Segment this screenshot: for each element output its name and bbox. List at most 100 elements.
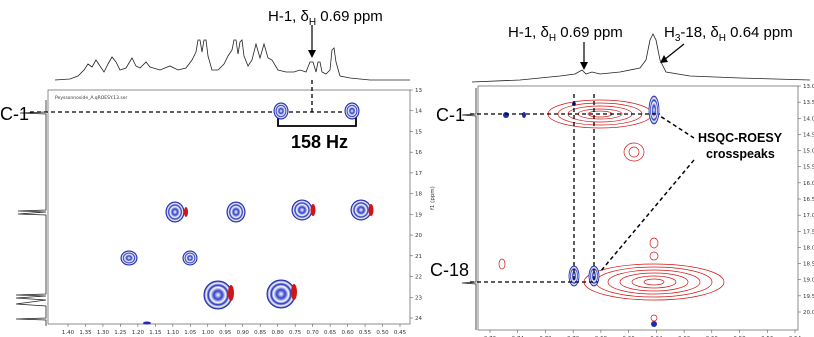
left-peak-label: H-1, δH 0.69 ppm	[268, 8, 383, 28]
left-x-tick-label: 0.70	[307, 330, 320, 336]
right-y-tick-label: 18.0	[803, 245, 814, 251]
right-y-tick-label: 13.0	[803, 84, 814, 90]
left-x-ticks: 1.40 1.35 1.30 1.25 1.20 1.15 1.10 1.05 1.00 0.95…	[62, 324, 407, 336]
right-red-contours	[498, 99, 725, 322]
left-row-label-c1: C-1	[0, 104, 29, 124]
left-f1-label: f1 (ppm)	[430, 186, 436, 210]
red-contour-c18-6	[643, 278, 665, 286]
left-peak-r2b	[182, 250, 198, 266]
left-peak-r3a-neg	[228, 285, 234, 301]
blue-peak-small-3	[651, 321, 657, 327]
left-y-tick-label: 19	[415, 212, 422, 218]
left-side-spectrum	[15, 100, 47, 326]
left-file-name: Peyssonnoside_A.qROESY.13.ser	[55, 95, 128, 101]
left-x-tick-label: 0.75	[289, 330, 302, 336]
red-contour-c18-3	[607, 269, 701, 295]
left-x-tick-label: 1.25	[114, 330, 127, 336]
right-panel: 0.760.740.720.700.680.660.640.620.600.58…	[430, 24, 814, 337]
right-peak-label-2: H3-18, δH 0.64 ppm	[664, 24, 793, 44]
left-crosspeaks	[120, 102, 374, 325]
left-x-tick-label: 0.80	[272, 330, 285, 336]
left-y-tick-label: 18	[415, 192, 422, 198]
right-top-spectrum	[471, 33, 811, 83]
left-x-tick-label: 1.30	[97, 330, 110, 336]
left-peak-small	[143, 321, 151, 325]
left-y-tick-label: 21	[415, 254, 422, 260]
right-y-tick-label: 17.5	[803, 229, 814, 235]
red-contour-small-2	[649, 251, 659, 261]
red-contour-small-4	[650, 314, 658, 322]
right-peak-arrowhead-2	[660, 55, 668, 63]
red-contour-c18-1	[583, 263, 725, 301]
left-peak-r2a	[120, 250, 138, 266]
left-y-tick-label: 13	[415, 88, 422, 94]
red-contour-mid-2	[628, 146, 640, 158]
annotation-pointer-2	[599, 159, 695, 273]
right-y-tick-label: 19.0	[803, 278, 814, 284]
left-y-tick-label: 15	[415, 129, 422, 135]
left-peak-r1c-neg	[310, 204, 316, 216]
blue-peak-c1-main	[648, 95, 660, 125]
right-y-tick-label: 19.5	[803, 294, 814, 300]
right-y-ticks: 13.0 13.5 14.0 14.5 15.0 15.5 16.0 16.5 17.0 17.5…	[798, 84, 814, 316]
left-peak-c1-b	[344, 102, 360, 120]
left-peak-r3b	[266, 279, 296, 309]
left-x-tick-label: 1.05	[184, 330, 197, 336]
left-y-ticks: 13 14 15 16 17 18 19 20 21 22 23 24	[410, 88, 422, 322]
coupling-bracket	[277, 117, 357, 127]
left-y-tick-label: 17	[415, 171, 422, 177]
annotation-pointer-1	[659, 115, 695, 139]
left-peak-r1d	[350, 199, 372, 221]
left-peak-arrowhead	[308, 50, 316, 58]
left-y-tick-label: 24	[415, 316, 422, 322]
left-x-tick-label: 0.55	[359, 330, 372, 336]
red-contour-small-3	[498, 258, 506, 270]
right-y-tick-label: 15.0	[803, 149, 814, 155]
red-contour-c18-4	[619, 272, 689, 292]
left-peak-r1b	[226, 201, 246, 223]
left-peak-r1a-neg	[184, 207, 188, 217]
right-row-label-c18: C-18	[430, 260, 469, 280]
left-panel: 1.40 1.35 1.30 1.25 1.20 1.15 1.10 1.05 1.00 0.95…	[0, 8, 436, 336]
red-contour-c18-5	[631, 275, 677, 289]
left-x-tick-label: 0.85	[254, 330, 267, 336]
right-peak-arrow-2	[663, 43, 685, 61]
right-y-tick-label: 18.5	[803, 262, 814, 268]
right-row-label-c1: C-1	[436, 105, 465, 125]
left-x-tick-label: 0.90	[237, 330, 250, 336]
left-x-tick-label: 0.95	[219, 330, 232, 336]
right-y-tick-label: 13.5	[803, 100, 814, 106]
blue-peak-small-1	[503, 112, 509, 118]
red-contour-small-1	[649, 237, 659, 249]
right-y-tick-label: 14.5	[803, 132, 814, 138]
left-x-tick-label: 0.65	[324, 330, 337, 336]
left-x-tick-label: 1.40	[62, 330, 75, 336]
left-y-tick-label: 23	[415, 295, 422, 301]
blue-peak-small-2	[522, 112, 526, 118]
right-y-tick-label: 20.0	[803, 310, 814, 316]
left-peak-r3b-neg	[291, 284, 297, 300]
right-y-tick-label: 14.0	[803, 116, 814, 122]
right-blue-contours	[503, 95, 660, 327]
left-x-tick-label: 0.60	[341, 330, 354, 336]
left-y-tick-label: 20	[415, 233, 422, 239]
left-peak-r1c	[291, 199, 313, 221]
left-x-tick-label: 1.35	[79, 330, 92, 336]
annotation-line1: HSQC-ROESY	[698, 131, 783, 145]
left-plot-frame	[47, 89, 411, 325]
right-plot-frame	[477, 85, 799, 331]
left-top-spectrum	[54, 39, 410, 81]
red-contour-mid-1	[623, 142, 645, 162]
right-y-tick-label: 15.5	[803, 165, 814, 171]
coupling-label: 158 Hz	[291, 132, 348, 152]
left-peak-r1a	[165, 201, 185, 223]
right-peak-arrowhead-1	[580, 62, 588, 70]
left-peak-c1-a	[273, 102, 289, 120]
left-x-tick-label: 1.10	[167, 330, 180, 336]
left-y-tick-label: 16	[415, 150, 422, 156]
annotation-line2: crosspeaks	[706, 147, 775, 161]
right-y-tick-label: 16.0	[803, 181, 814, 187]
left-peak-r1d-neg	[368, 204, 374, 216]
right-y-tick-label: 17.0	[803, 213, 814, 219]
